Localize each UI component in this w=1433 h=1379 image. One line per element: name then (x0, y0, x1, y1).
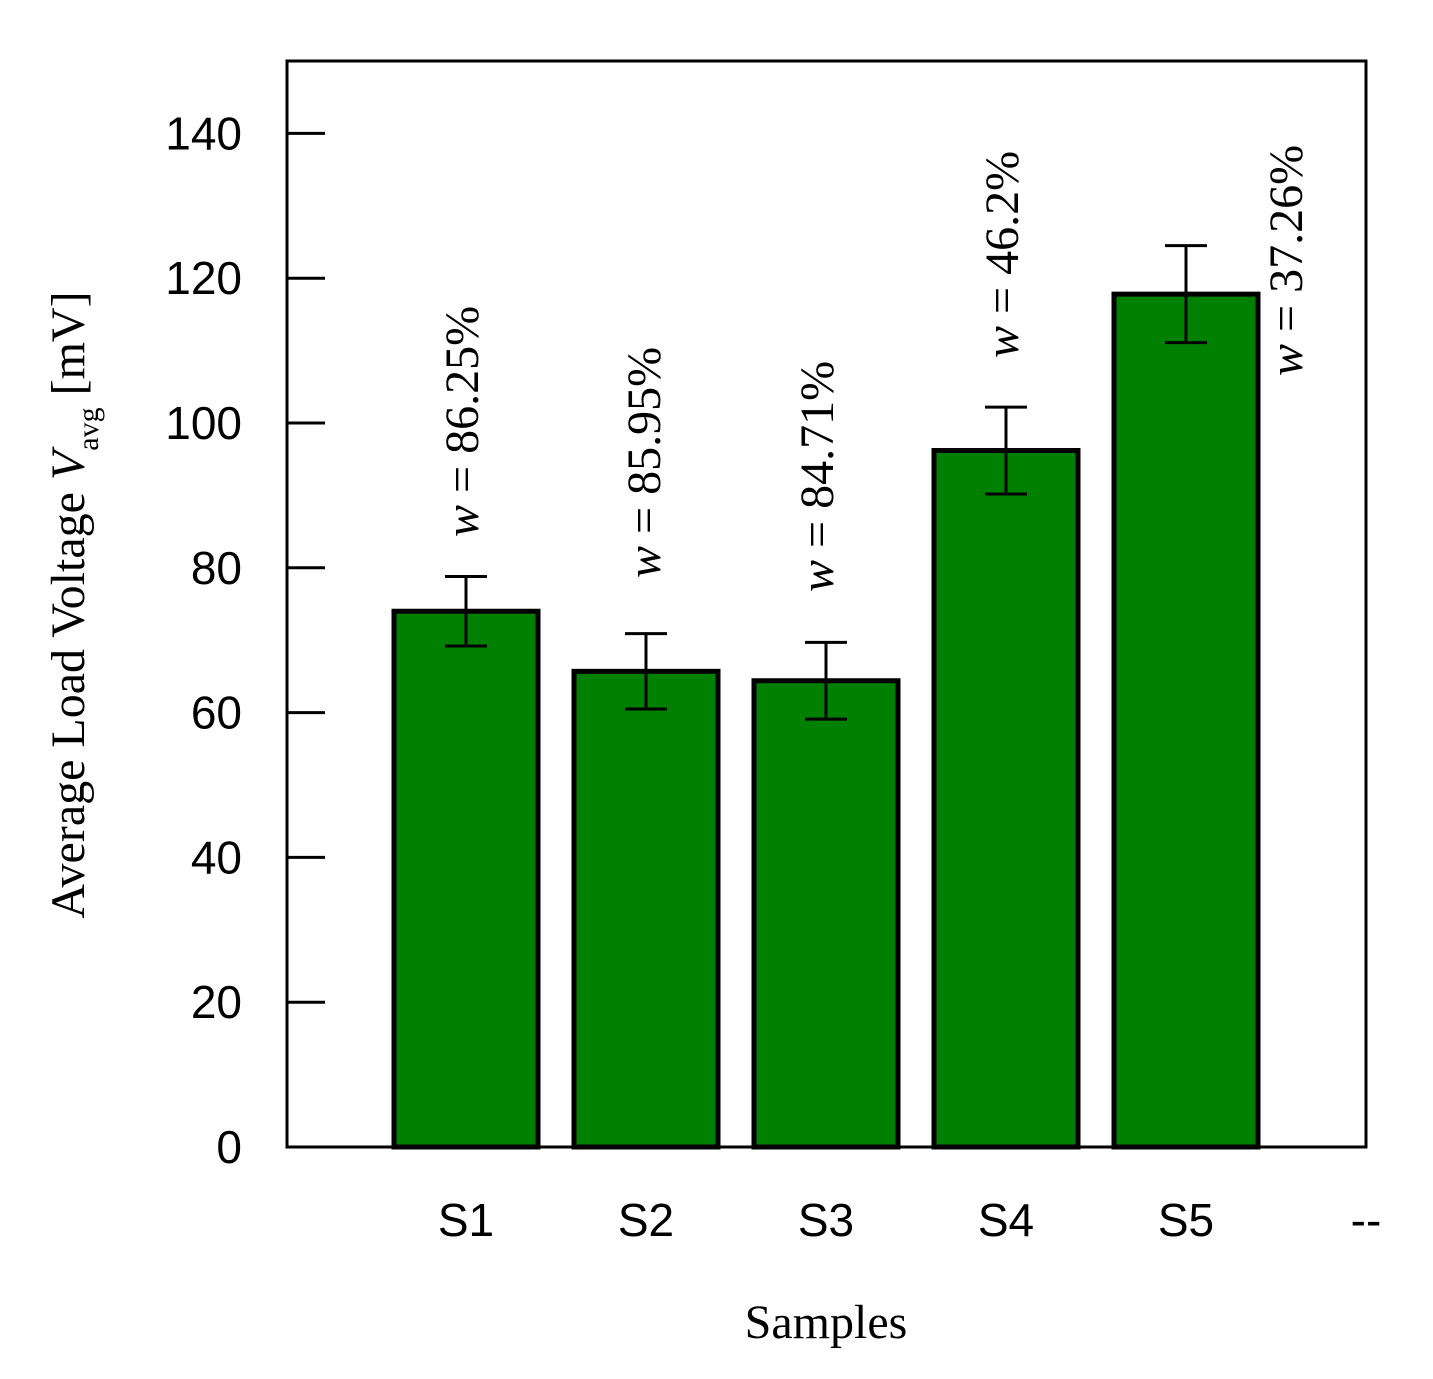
bar-S2 (571, 668, 721, 1150)
annotation-S1: w = 86.25% (436, 306, 489, 537)
x-tick-label-S2: S2 (618, 1194, 674, 1246)
y-tick-label-80: 80 (191, 542, 242, 594)
annotation-S5: w = 37.26% (1260, 145, 1313, 376)
y-tick-label-140: 140 (165, 107, 242, 159)
x-tick-label-S3: S3 (798, 1194, 854, 1246)
bar-S4 (931, 448, 1081, 1150)
annotation-S2: w = 85.95% (618, 347, 671, 578)
x-tick-label-S4: S4 (978, 1194, 1034, 1246)
y-axis-title-suffix: [mV] (42, 291, 95, 407)
x-axis: S1 S2 S3 S4 S5 -- (438, 1194, 1381, 1246)
y-tick-label-120: 120 (165, 252, 242, 304)
annotation-S4: w = 46.2% (976, 151, 1029, 358)
y-tick-label-40: 40 (191, 831, 242, 883)
y-tick-label-20: 20 (191, 976, 242, 1028)
y-axis: 0 20 40 60 80 100 120 140 (165, 107, 325, 1173)
y-axis-title-prefix: Average Load Voltage (42, 480, 95, 919)
x-axis-title: Samples (745, 1296, 908, 1349)
y-axis-title-symbol: V (42, 446, 95, 480)
x-tick-label-S1: S1 (438, 1194, 494, 1246)
bar-S5 (1111, 291, 1261, 1150)
y-axis-title-subscript: avg (72, 407, 105, 450)
y-axis-title: Average Load Voltage Vavg [mV] (42, 291, 105, 918)
x-tick-label---: -- (1351, 1194, 1382, 1246)
plot-frame (285, 59, 1368, 1149)
bar-S3 (751, 678, 901, 1150)
y-tick-label-60: 60 (191, 687, 242, 739)
y-tick-label-0: 0 (216, 1121, 242, 1173)
annotations-layer: w = 86.25% w = 85.95% w = 84.71% w = 46.2% w… (436, 145, 1313, 592)
error-bars-layer (445, 244, 1207, 721)
annotation-S3: w = 84.71% (791, 361, 844, 592)
y-tick-label-100: 100 (165, 397, 242, 449)
x-tick-label-S5: S5 (1158, 1194, 1214, 1246)
bar-S1 (391, 608, 541, 1150)
